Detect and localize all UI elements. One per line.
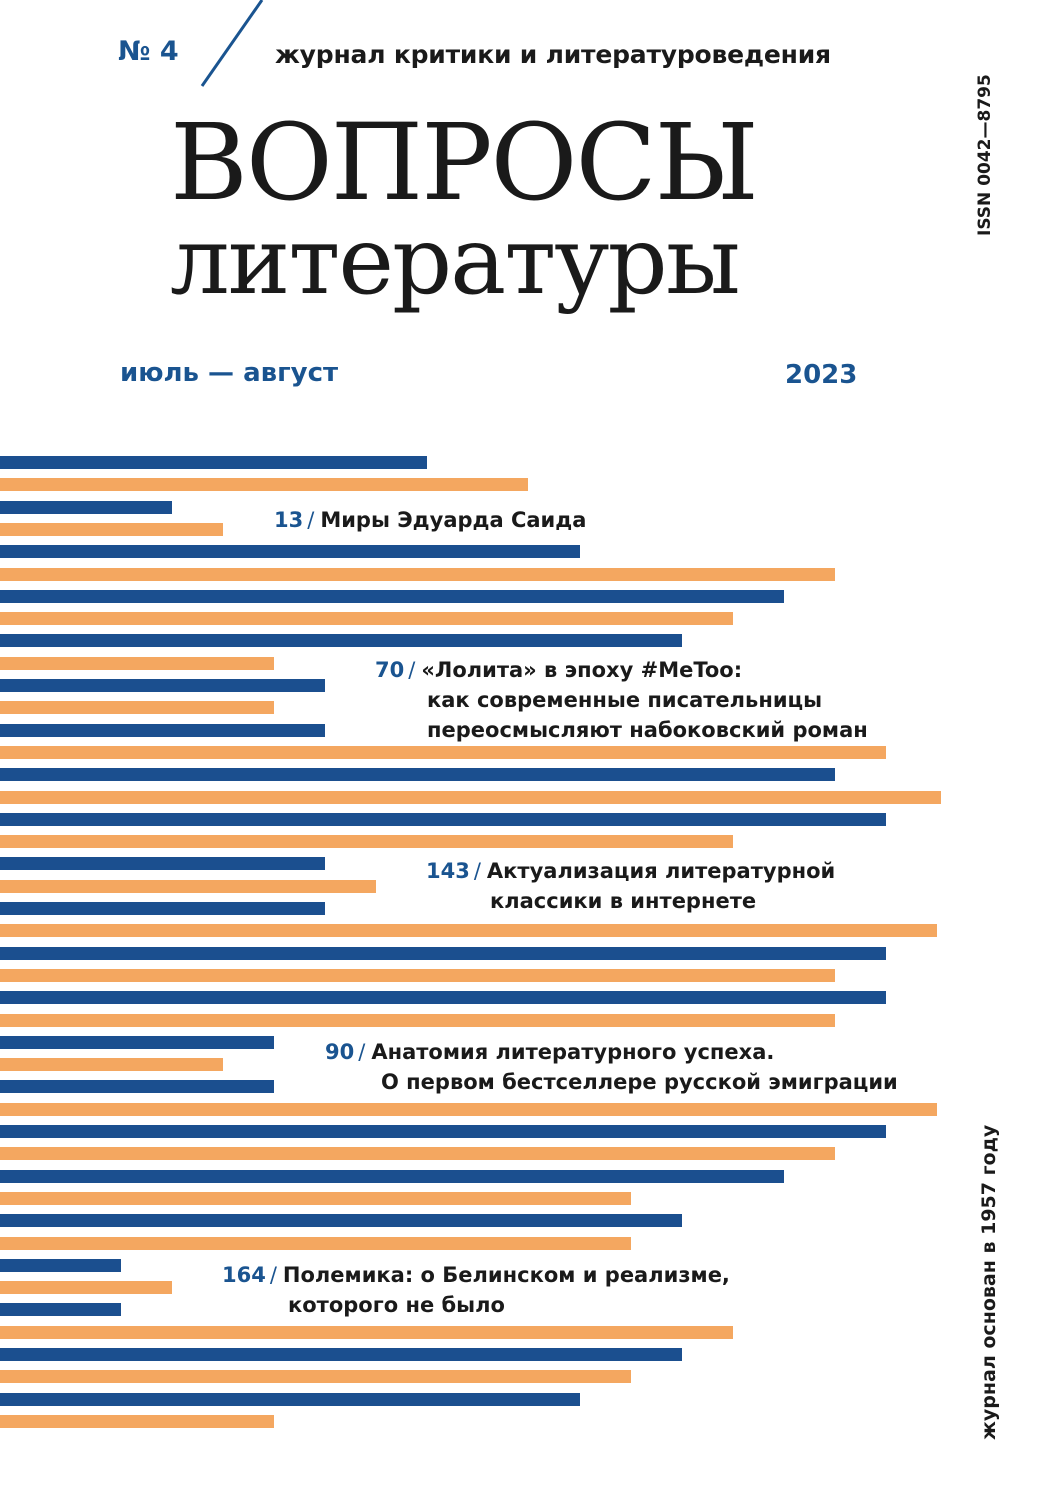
blue-stripe — [0, 812, 886, 826]
toc-page-number: 164 — [222, 1263, 266, 1287]
orange-stripe — [0, 745, 886, 759]
orange-stripe — [0, 1281, 172, 1295]
journal-title-line2: литературы — [170, 207, 741, 316]
slash: / — [408, 658, 416, 682]
toc-entry: 70/«Лолита» в эпоху #MeToo: как современ… — [369, 655, 874, 745]
orange-stripe — [0, 835, 733, 849]
toc-title-line: О первом бестселлере русской эмиграции — [381, 1070, 898, 1094]
orange-stripe — [0, 656, 274, 670]
blue-stripe — [0, 1214, 682, 1228]
blue-stripe — [0, 589, 784, 603]
blue-stripe — [0, 1258, 121, 1272]
blue-stripe — [0, 991, 886, 1005]
toc-entry: 13/Миры Эдуарда Саида — [268, 505, 593, 535]
blue-stripe — [0, 902, 325, 915]
orange-stripe — [0, 478, 528, 492]
blue-stripe — [0, 857, 325, 871]
orange-stripe — [0, 924, 937, 938]
toc-title-line: переосмысляют набоковский роман — [427, 718, 868, 742]
toc-title-line: Полемика: о Белинском и реализме, — [282, 1263, 730, 1287]
toc-title-line: Миры Эдуарда Саида — [320, 508, 587, 532]
issue-year: 2023 — [785, 360, 858, 390]
orange-stripe — [0, 1191, 631, 1205]
toc-title-line: Анатомия литературного успеха. — [371, 1040, 775, 1064]
orange-stripe — [0, 968, 835, 982]
toc-page-number: 90 — [325, 1040, 355, 1064]
issue-period: июль — август — [120, 358, 339, 388]
toc-page-number: 70 — [375, 658, 405, 682]
toc-entry: 143/Актуализация литературной классики в… — [420, 856, 842, 916]
blue-stripe — [0, 1392, 580, 1406]
blue-stripe — [0, 679, 325, 692]
toc-entry: 164/Полемика: о Белинском и реализме, ко… — [216, 1260, 736, 1320]
orange-stripe — [0, 701, 274, 715]
orange-stripe — [0, 1102, 937, 1116]
slash: / — [358, 1040, 366, 1064]
blue-stripe — [0, 1125, 886, 1138]
slash: / — [473, 859, 481, 883]
issue-number: № 4 — [118, 36, 179, 67]
orange-stripe — [0, 1414, 274, 1428]
orange-stripe — [0, 1147, 835, 1161]
blue-stripe — [0, 545, 580, 559]
issn: ISSN 0042—8795 — [975, 74, 995, 236]
blue-stripe — [0, 634, 682, 648]
founded-note: журнал основан в 1957 году — [978, 1124, 1000, 1440]
blue-stripe — [0, 456, 427, 469]
blue-stripe — [0, 1080, 274, 1094]
orange-stripe — [0, 1058, 223, 1072]
blue-stripe — [0, 768, 835, 782]
orange-stripe — [0, 522, 223, 536]
toc-page-number: 13 — [274, 508, 304, 532]
orange-stripe — [0, 567, 835, 581]
blue-stripe — [0, 1303, 121, 1317]
toc-page-number: 143 — [426, 859, 470, 883]
slash: / — [269, 1263, 277, 1287]
orange-stripe — [0, 1370, 631, 1384]
orange-stripe — [0, 790, 941, 804]
orange-stripe — [0, 1325, 733, 1339]
toc-title-line: которого не было — [288, 1293, 505, 1317]
orange-stripe — [0, 1013, 835, 1027]
blue-stripe — [0, 500, 172, 514]
blue-stripe — [0, 946, 886, 960]
journal-subtitle: журнал критики и литературоведения — [275, 40, 831, 69]
toc-entry: 90/Анатомия литературного успеха. О перв… — [319, 1037, 904, 1097]
orange-stripe — [0, 1236, 631, 1250]
toc-title-line: как современные писательницы — [427, 688, 823, 712]
slash: / — [307, 508, 315, 532]
decorative-slash — [200, 0, 264, 87]
orange-stripe — [0, 879, 376, 893]
toc-title-line: Актуализация литературной — [486, 859, 836, 883]
blue-stripe — [0, 1348, 682, 1361]
orange-stripe — [0, 612, 733, 626]
toc-title-line: «Лолита» в эпоху #MeToo: — [421, 658, 743, 682]
blue-stripe — [0, 1035, 274, 1049]
toc-title-line: классики в интернете — [490, 889, 757, 913]
blue-stripe — [0, 1169, 784, 1183]
journal-title-line1: ВОПРОСЫ — [170, 101, 759, 224]
blue-stripe — [0, 723, 325, 737]
